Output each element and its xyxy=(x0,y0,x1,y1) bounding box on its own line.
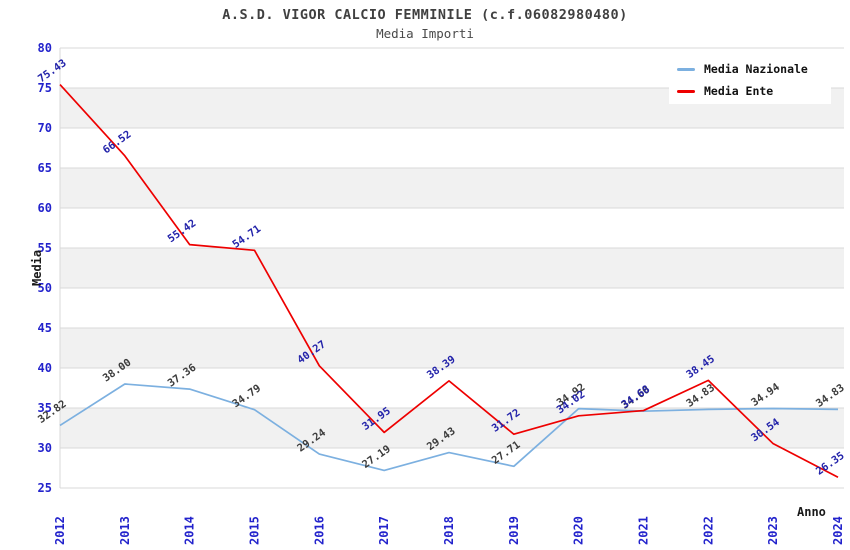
x-tick-label: 2020 xyxy=(572,516,586,545)
data-label: 66.52 xyxy=(101,128,134,156)
x-tick-label: 2014 xyxy=(183,516,197,545)
legend: Media Nazionale Media Ente xyxy=(669,56,831,104)
x-tick-label: 2021 xyxy=(637,516,651,545)
legend-swatch-nazionale-icon xyxy=(677,67,695,71)
x-tick-label: 2012 xyxy=(53,516,67,545)
x-tick-label: 2016 xyxy=(312,516,326,545)
plot-band xyxy=(60,408,844,448)
data-label: 34.83 xyxy=(684,382,717,410)
y-tick-label: 80 xyxy=(38,41,52,55)
x-tick-label: 2017 xyxy=(377,516,391,545)
y-tick-label: 55 xyxy=(38,241,52,255)
data-label: 75.43 xyxy=(36,57,69,85)
data-label: 34.94 xyxy=(749,381,782,409)
data-label: 55.42 xyxy=(166,217,199,245)
chart-title: A.S.D. VIGOR CALCIO FEMMINILE (c.f.06082… xyxy=(222,7,628,23)
y-tick-label: 65 xyxy=(38,161,52,175)
y-tick-label: 45 xyxy=(38,321,52,335)
y-tick-label: 50 xyxy=(38,281,52,295)
plot-band xyxy=(60,248,844,288)
data-label: 34.68 xyxy=(619,383,652,411)
x-tick-label: 2024 xyxy=(831,516,845,545)
data-label: 34.79 xyxy=(230,382,263,410)
x-tick-label: 2015 xyxy=(248,516,262,545)
legend-item-media-nazionale: Media Nazionale xyxy=(677,62,823,76)
y-tick-label: 30 xyxy=(38,441,52,455)
series-line-media-nazionale xyxy=(59,383,839,472)
x-tick-label: 2013 xyxy=(118,516,132,545)
series-line-media-ente xyxy=(59,83,839,478)
data-label: 34.83 xyxy=(814,382,847,410)
data-label: 54.71 xyxy=(230,223,263,251)
plot-band xyxy=(60,328,844,368)
y-tick-label: 25 xyxy=(38,481,52,495)
legend-label-nazionale: Media Nazionale xyxy=(704,62,808,76)
y-tick-label: 60 xyxy=(38,201,52,215)
y-tick-label: 75 xyxy=(38,81,52,95)
x-tick-label: 2018 xyxy=(442,516,456,545)
y-axis-title: Media xyxy=(30,249,44,286)
x-tick-label: 2019 xyxy=(507,516,521,545)
chart-subtitle: Media Importi xyxy=(376,26,474,41)
y-tick-label: 70 xyxy=(38,121,52,135)
x-axis-title: Anno xyxy=(797,505,826,519)
x-tick-label: 2022 xyxy=(701,516,715,545)
y-tick-label: 40 xyxy=(38,361,52,375)
legend-label-ente: Media Ente xyxy=(704,84,774,98)
x-tick-label: 2023 xyxy=(766,516,780,545)
legend-swatch-ente-icon xyxy=(677,89,695,93)
legend-item-media-ente: Media Ente xyxy=(677,84,823,98)
y-tick-label: 35 xyxy=(38,401,52,415)
plot-band xyxy=(60,168,844,208)
